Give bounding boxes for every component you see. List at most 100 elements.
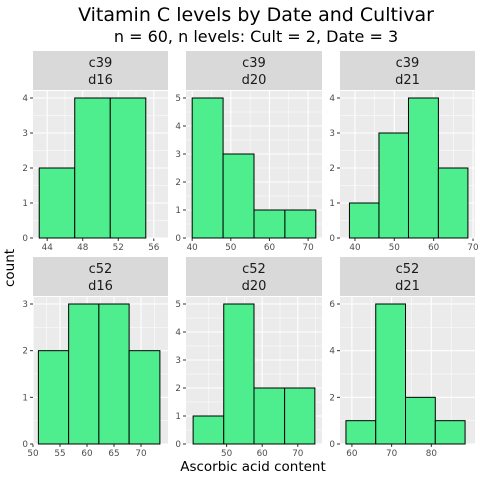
y-tick-label: 0 <box>175 234 181 244</box>
y-tick-label: 0 <box>175 440 181 450</box>
strip-label-cultivar: c39 <box>242 56 266 71</box>
x-tick-label: 44 <box>42 243 54 253</box>
facet-panel-c39-d16: c39 d16 44 48 52 56 0 1 2 3 4 <box>22 51 168 253</box>
strip-label-date: d16 <box>88 279 113 294</box>
x-tick-label: 60 <box>257 449 269 459</box>
histogram-bar <box>222 153 255 239</box>
histogram-bar <box>37 350 70 445</box>
y-tick-label: 4 <box>175 122 181 132</box>
strip-background <box>186 51 322 90</box>
y-tick-label: 4 <box>22 94 28 104</box>
facet-panel-c52-d20: c52 d20 50 60 70 0 1 2 3 4 5 <box>175 257 322 459</box>
histogram-bar <box>375 303 407 445</box>
facet-panel-c39-d21: c39 d21 40 50 60 70 0 1 2 3 4 <box>329 51 479 253</box>
y-tick-label: 0 <box>329 234 335 244</box>
strip-label-date: d16 <box>88 73 113 88</box>
y-tick-label: 2 <box>329 393 335 403</box>
y-tick-label: 5 <box>175 300 181 310</box>
histogram-bar <box>128 350 161 445</box>
y-tick-label: 2 <box>22 164 28 174</box>
y-tick-label: 3 <box>175 356 181 366</box>
x-tick-label: 70 <box>292 449 304 459</box>
histogram-bar <box>253 387 286 445</box>
x-tick-label: 65 <box>108 449 119 459</box>
x-tick-label: 70 <box>135 449 147 459</box>
x-axis-title: Ascorbic acid content <box>180 459 326 475</box>
strip-background <box>340 51 475 90</box>
strip-label-date: d20 <box>242 73 267 88</box>
strip-background <box>33 257 168 296</box>
y-tick-label: 3 <box>22 300 28 310</box>
histogram-bar <box>284 387 316 445</box>
chart-title: Vitamin C levels by Date and Cultivar <box>78 4 434 26</box>
y-tick-label: 2 <box>175 178 181 188</box>
histogram-bar <box>74 97 111 239</box>
y-axis-title: count <box>2 249 18 287</box>
y-tick-label: 3 <box>22 129 28 139</box>
histogram-bar <box>437 167 469 239</box>
x-tick-label: 50 <box>221 449 233 459</box>
y-tick-label: 4 <box>329 94 335 104</box>
strip-label-cultivar: c39 <box>89 56 113 71</box>
y-tick-label: 0 <box>329 440 335 450</box>
strip-label-cultivar: c52 <box>89 262 113 277</box>
y-tick-label: 0 <box>22 234 28 244</box>
x-tick-label: 56 <box>148 243 160 253</box>
x-tick-label: 60 <box>81 449 93 459</box>
x-tick-label: 60 <box>428 243 440 253</box>
histogram-bar <box>253 209 286 239</box>
y-tick-label: 1 <box>175 412 181 422</box>
strip-background <box>33 51 168 90</box>
y-tick-label: 1 <box>175 206 181 216</box>
y-tick-label: 0 <box>22 440 28 450</box>
y-tick-label: 3 <box>329 129 335 139</box>
histogram-bar <box>38 167 76 239</box>
chart-subtitle: n = 60, n levels: Cult = 2, Date = 3 <box>114 27 398 46</box>
y-tick-label: 4 <box>175 328 181 338</box>
x-tick-label: 40 <box>187 243 199 253</box>
histogram-bar <box>68 303 100 445</box>
x-tick-label: 50 <box>27 449 39 459</box>
x-tick-label: 70 <box>386 449 398 459</box>
y-tick-label: 3 <box>175 150 181 160</box>
x-tick-label: 70 <box>302 243 314 253</box>
strip-label-cultivar: c39 <box>396 56 420 71</box>
histogram-bar <box>284 209 317 239</box>
strip-background <box>186 257 322 296</box>
x-tick-label: 80 <box>426 449 438 459</box>
y-tick-label: 1 <box>22 199 28 209</box>
facet-panel-c52-d16: c52 d16 50 55 60 65 70 0 1 2 3 <box>22 257 168 459</box>
y-tick-label: 6 <box>329 300 335 310</box>
x-tick-label: 60 <box>346 449 358 459</box>
histogram-bar <box>407 97 439 239</box>
y-tick-label: 2 <box>22 347 28 357</box>
x-tick-label: 70 <box>467 243 479 253</box>
x-tick-label: 60 <box>264 243 276 253</box>
facet-panel-c52-d21: c52 d21 60 70 80 0 2 4 6 <box>329 257 475 459</box>
histogram-bar <box>348 202 380 239</box>
x-tick-label: 52 <box>113 243 124 253</box>
histogram-bar <box>345 420 377 445</box>
facet-panel-c39-d20: c39 d20 40 50 60 70 0 1 2 3 4 5 <box>175 51 322 253</box>
histogram-bar <box>192 415 225 445</box>
histogram-bar <box>434 420 466 445</box>
x-tick-label: 55 <box>54 449 65 459</box>
histogram-bar <box>109 97 147 239</box>
histogram-bar <box>223 303 255 445</box>
y-tick-label: 4 <box>329 347 335 357</box>
histogram-bar <box>98 303 130 445</box>
strip-label-cultivar: c52 <box>242 262 266 277</box>
x-tick-label: 40 <box>349 243 361 253</box>
y-tick-label: 2 <box>175 384 181 394</box>
y-tick-label: 1 <box>329 199 335 209</box>
strip-label-date: d21 <box>395 279 420 294</box>
histogram-bar <box>378 132 409 239</box>
y-tick-label: 5 <box>175 94 181 104</box>
histogram-bar <box>405 396 436 445</box>
strip-label-date: d20 <box>242 279 267 294</box>
x-tick-label: 48 <box>77 243 88 253</box>
x-tick-label: 50 <box>225 243 237 253</box>
strip-label-cultivar: c52 <box>396 262 420 277</box>
